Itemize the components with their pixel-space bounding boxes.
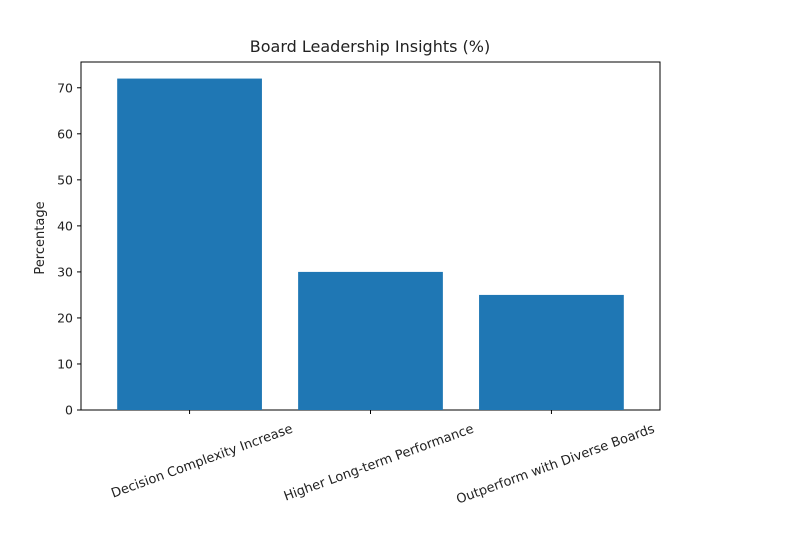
y-tick-label-5: 50: [57, 172, 73, 187]
y-axis-label: Percentage: [33, 201, 48, 274]
x-tick-label-2: Outperform with Diverse Boards: [454, 422, 657, 508]
bar-0: [117, 78, 262, 411]
y-tick-label-3: 30: [57, 264, 73, 279]
y-tick-label-1: 10: [57, 356, 73, 371]
y-tick-label-4: 40: [57, 218, 73, 233]
x-tick-label-1: Higher Long-term Performance: [282, 422, 476, 505]
x-tick-label-0: Decision Complexity Increase: [109, 422, 295, 502]
y-axis: 0 10 20 30 40 50 60 70: [57, 80, 81, 418]
bar-1: [298, 271, 443, 410]
y-tick-label-7: 70: [57, 80, 73, 95]
y-tick-label-0: 0: [65, 403, 73, 418]
chart-title: Board Leadership Insights (%): [250, 37, 490, 56]
bar-2: [479, 294, 624, 410]
y-tick-label-2: 20: [57, 310, 73, 325]
y-tick-label-6: 60: [57, 126, 73, 141]
bars-group: [117, 78, 624, 411]
